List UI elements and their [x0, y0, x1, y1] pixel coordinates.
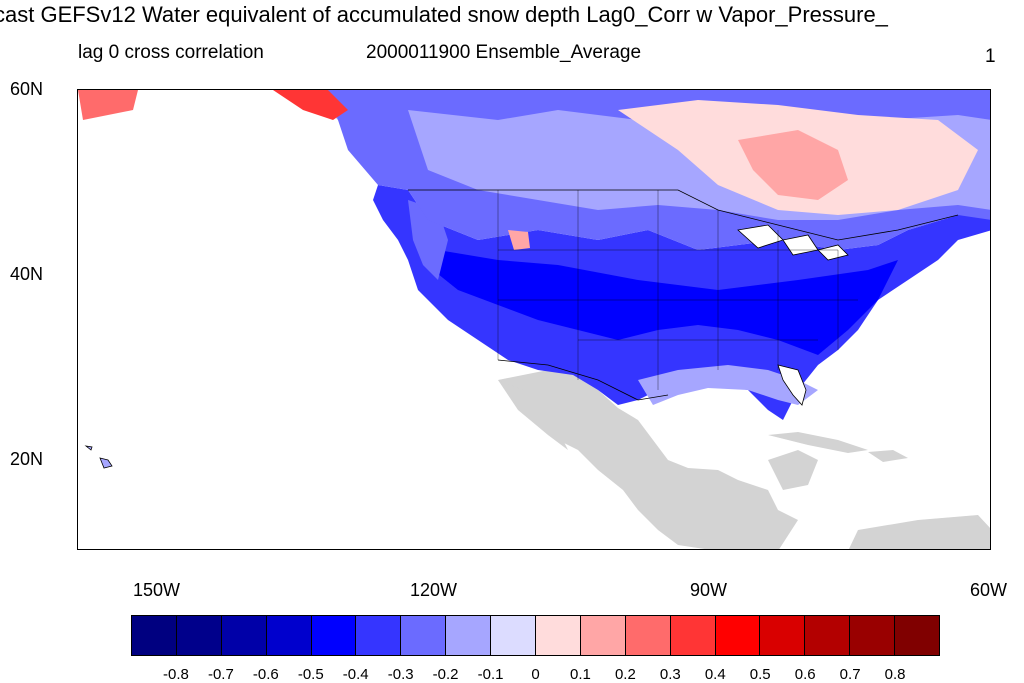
colorbar-label: 0.6 — [794, 666, 816, 683]
florida-peninsula — [777, 364, 807, 406]
colorbar-swatch — [805, 616, 851, 655]
canada-salmon-patch — [738, 130, 848, 200]
colorbar-label: -0.3 — [387, 666, 414, 683]
colorbar — [131, 615, 940, 656]
colorbar-swatch — [850, 616, 896, 655]
baja-peninsula — [498, 380, 568, 450]
deep-blue-core — [433, 250, 898, 355]
lat-label-20n: 20N — [10, 449, 44, 469]
lat-label-60n: 60N — [10, 79, 44, 99]
subtitle-right: 1 — [985, 46, 996, 67]
northwest-red-patch — [78, 90, 138, 120]
figure-title: cast GEFSv12 Water equivalent of accumul… — [0, 2, 888, 27]
lon-label-90w: 90W — [690, 580, 728, 600]
colorbar-label: -0.8 — [163, 666, 189, 683]
alaska-red-strip — [273, 90, 348, 120]
colorbar-label: -0.5 — [297, 666, 324, 683]
colorbar-swatch — [580, 616, 626, 655]
colorbar-swatch — [311, 616, 357, 655]
south-america-coast — [848, 515, 990, 549]
lon-label-120w: 120W — [410, 580, 458, 600]
cuba-island — [768, 432, 868, 453]
us-state-lines — [497, 190, 858, 390]
yucatan — [768, 450, 818, 490]
us-mexico-border — [497, 359, 669, 401]
colorbar-swatch — [670, 616, 716, 655]
lon-label-60w: 60W — [970, 580, 1008, 600]
subtitle-left: lag 0 cross correlation — [78, 42, 264, 63]
colorbar-swatch — [491, 616, 537, 655]
colorbar-swatch — [760, 616, 806, 655]
colorbar-swatch — [356, 616, 402, 655]
colorbar-swatch — [176, 616, 222, 655]
colorbar-swatch — [401, 616, 447, 655]
gulf-coast-lightblue — [638, 365, 818, 405]
idaho-pink-patch — [508, 230, 530, 250]
colorbar-label: 0.3 — [659, 666, 681, 683]
subtitle-center: 2000011900 Ensemble_Average — [366, 42, 642, 63]
hawaii-islands — [84, 445, 113, 469]
colorbar-swatch — [536, 616, 581, 655]
colorbar-label: 0 — [531, 666, 540, 683]
colorbar-swatch — [625, 616, 671, 655]
correlation-map — [77, 89, 991, 550]
colorbar-label: 0.2 — [614, 666, 636, 683]
colorbar-label: 0.7 — [839, 666, 861, 683]
colorbar-label: -0.2 — [432, 666, 459, 683]
mexico-landmass — [498, 370, 798, 549]
colorbar-swatch — [266, 616, 312, 655]
colorbar-swatch — [221, 616, 267, 655]
us-canada-border — [408, 189, 959, 241]
map-canvas — [78, 90, 990, 549]
colorbar-label: 0.1 — [570, 666, 591, 683]
colorbar-label: 0.4 — [704, 666, 726, 683]
lon-label-150w: 150W — [133, 580, 181, 600]
colorbar-swatch — [715, 616, 761, 655]
colorbar-swatch — [132, 616, 177, 655]
colorbar-label: -0.7 — [207, 666, 234, 683]
colorbar-label: 0.8 — [884, 666, 906, 683]
colorbar-swatch — [895, 616, 940, 655]
colorbar-label: -0.4 — [342, 666, 369, 683]
lat-label-40n: 40N — [10, 264, 44, 284]
colorbar-label: 0.5 — [749, 666, 771, 683]
colorbar-label: -0.6 — [252, 666, 279, 683]
colorbar-swatch — [446, 616, 492, 655]
hispaniola-island — [868, 450, 908, 462]
colorbar-label: -0.1 — [477, 666, 504, 683]
